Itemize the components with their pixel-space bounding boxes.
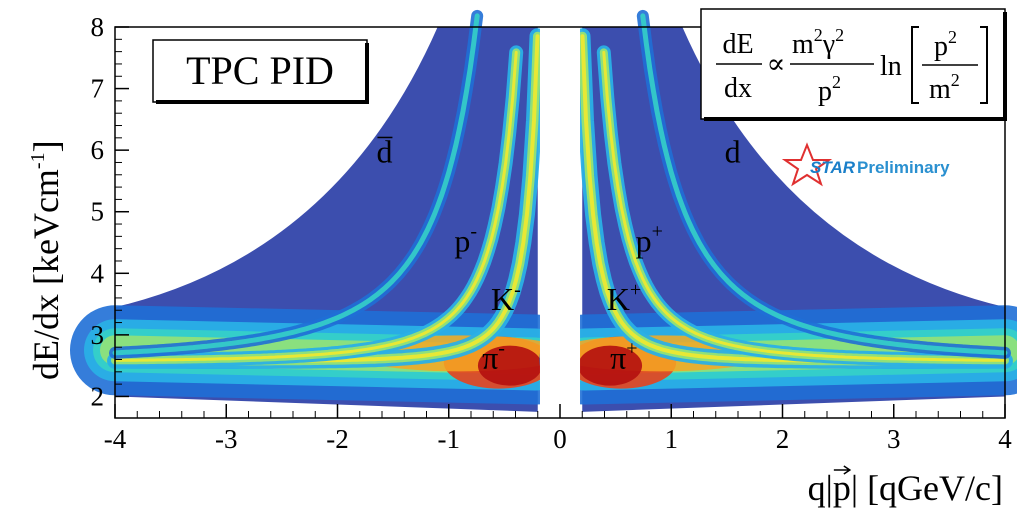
particle-label-base: π [610, 340, 626, 376]
particle-label-sup: - [514, 279, 521, 301]
particle-label-sup: + [630, 279, 641, 301]
particle-label: d [725, 133, 741, 169]
x-tick-label: 1 [665, 424, 679, 454]
star-logo-icon [781, 142, 833, 187]
particle-labels: π-K-p-dπ+K+p+d [376, 133, 740, 375]
vector-arrow [833, 465, 852, 475]
y-tick-label: 3 [91, 320, 105, 350]
x-tick-label: 3 [887, 424, 901, 454]
x-tick-label: -2 [326, 424, 349, 454]
particle-label: π- [482, 338, 505, 376]
particle-label-base: p [636, 223, 652, 259]
x-axis-title: q|p| [qGeV/c] [808, 468, 1003, 508]
formula-arg-num-p: p [934, 31, 948, 62]
x-tick-label: -3 [215, 424, 238, 454]
y-axis-title: dE/dx [keVcm-1] [26, 140, 66, 380]
particle-label-sup: - [470, 221, 477, 243]
pion-core-inner [578, 345, 643, 386]
particle-label-sup: + [652, 221, 663, 243]
particle-label: K- [491, 279, 521, 317]
formula-den-p: p [818, 76, 832, 107]
formula-lhs-num: dE [722, 29, 753, 60]
y-tick-label: 6 [91, 135, 105, 165]
x-axis-title-q: q [808, 468, 826, 508]
star-logo-text: STAR [810, 158, 856, 177]
particle-label-sup: - [498, 338, 505, 360]
band-0.9383 [113, 50, 518, 362]
particle-label: K+ [607, 279, 641, 317]
formula-num-a: m [792, 29, 814, 60]
particle-label-base: p [454, 223, 470, 259]
particle-label: π+ [610, 338, 637, 376]
particle-label-base: d [376, 133, 392, 169]
y-tick-label: 2 [91, 381, 105, 411]
formula-num-sup1: 2 [814, 25, 823, 45]
particle-label: p- [454, 221, 477, 259]
particle-label-base: π [482, 340, 498, 376]
x-tick-label: 4 [998, 424, 1012, 454]
y-tick-label: 7 [91, 74, 105, 104]
y-tick-label: 8 [91, 12, 105, 42]
formula-den: p2 [818, 72, 841, 107]
x-tick-label: 2 [776, 424, 790, 454]
particle-label-sup: + [626, 338, 637, 360]
formula-num-sup2: 2 [835, 25, 844, 45]
heatmap-layer [70, 9, 1017, 418]
pion-core-inner [477, 345, 542, 386]
x-axis-title-abs2: | [851, 468, 867, 508]
band-0.9383 [602, 50, 1007, 362]
y-axis-title-close: ] [26, 140, 66, 152]
formula-arg-num-sup: 2 [948, 27, 957, 47]
x-tick-label: -1 [438, 424, 461, 454]
title-text: TPC PID [186, 48, 334, 93]
title-box: TPC PID [152, 39, 369, 104]
formula-lhs-den: dx [724, 73, 752, 104]
zero-gap [539, 27, 581, 418]
formula-arg-num: p2 [934, 27, 957, 62]
formula-arg-den: m2 [929, 70, 960, 105]
y-tick-label: 5 [91, 197, 105, 227]
formula-num-b: γ [822, 29, 835, 60]
x-axis-title-unit: [qGeV/c] [867, 468, 1003, 508]
band-1.8756 [112, 13, 480, 356]
formula-prop: ∝ [767, 49, 786, 80]
x-tick-label: -4 [104, 424, 127, 454]
particle-label-base: K [491, 281, 514, 317]
y-axis-title-sup: -1 [27, 152, 49, 169]
y-tick-label: 4 [91, 258, 105, 288]
formula-arg-den-sup: 2 [951, 70, 960, 90]
formula-box: dE dx ∝ m2γ2 p2 ln p2 m2 [700, 8, 1007, 121]
particle-label: d [376, 133, 392, 169]
formula-arg-den-m: m [929, 74, 951, 105]
particle-label-base: K [607, 281, 630, 317]
formula-den-sup: 2 [832, 72, 841, 92]
particle-label: p+ [636, 221, 663, 259]
x-tick-label: 0 [553, 424, 567, 454]
star-preliminary: STAR Preliminary [781, 142, 950, 187]
band-1.8756 [640, 13, 1008, 356]
x-axis-title-p: p [833, 468, 851, 508]
y-axis-title-main: dE/dx [keVcm [26, 169, 66, 380]
formula-num: m2γ2 [792, 25, 844, 60]
formula-ln: ln [880, 51, 902, 82]
particle-label-base: d [725, 133, 741, 169]
x-axis-title-abs1: | [826, 468, 833, 508]
preliminary-text: Preliminary [857, 158, 950, 177]
